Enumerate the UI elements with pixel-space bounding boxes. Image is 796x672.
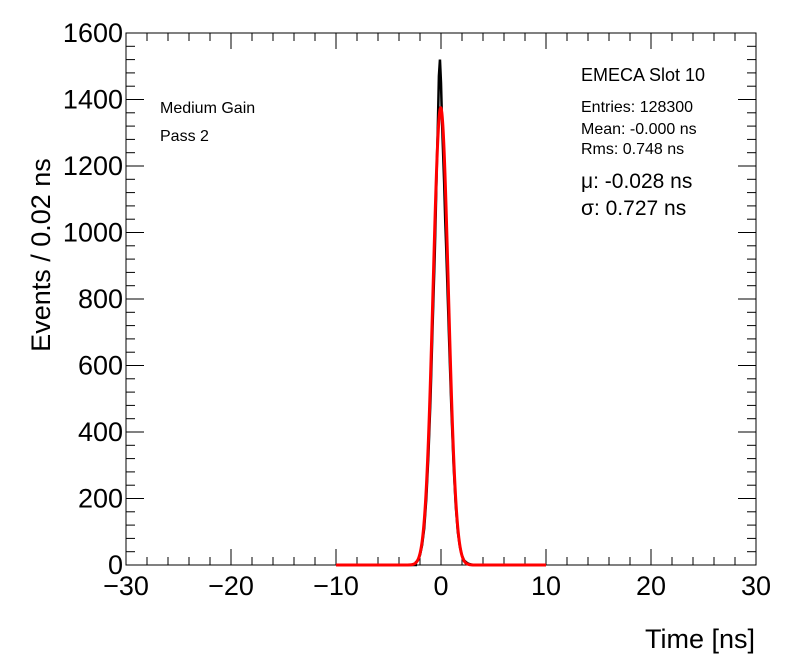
fit-sigma-stat: σ: 0.727 ns <box>581 197 686 220</box>
y-tick-label: 0 <box>108 550 123 580</box>
y-tick-label: 200 <box>78 484 123 514</box>
axis-ticks <box>125 32 757 566</box>
x-axis-label: Time [ns] <box>645 624 755 654</box>
slot-label: EMECA Slot 10 <box>581 65 705 85</box>
y-tick-label: 800 <box>78 284 123 314</box>
x-tick-labels: −30 −20 −10 0 10 20 30 <box>103 571 771 601</box>
x-tick-label: 20 <box>636 571 666 601</box>
gaussian-fit-curve <box>336 106 546 567</box>
entries-stat: Entries: 128300 <box>581 99 693 116</box>
y-axis-label: Events / 0.02 ns <box>26 158 56 352</box>
y-tick-label: 400 <box>78 417 123 447</box>
y-tick-label: 1200 <box>63 151 123 181</box>
fit-mu-stat: μ: -0.028 ns <box>581 170 692 193</box>
x-tick-label: −10 <box>313 571 359 601</box>
x-tick-label: 10 <box>531 571 561 601</box>
gain-label: Medium Gain <box>160 100 255 117</box>
y-tick-label: 1600 <box>63 18 123 48</box>
y-tick-labels: 0 200 400 600 800 1000 1200 1400 1600 <box>63 18 123 580</box>
x-tick-label: −30 <box>103 571 149 601</box>
x-tick-label: 30 <box>741 571 771 601</box>
histogram-series <box>336 59 546 567</box>
mean-stat: Mean: -0.000 ns <box>581 121 697 138</box>
y-tick-label: 1400 <box>63 85 123 115</box>
y-tick-label: 1000 <box>63 218 123 248</box>
pass-label: Pass 2 <box>160 128 209 145</box>
x-tick-label: 0 <box>433 571 448 601</box>
x-tick-label: −20 <box>208 571 254 601</box>
y-tick-label: 600 <box>78 351 123 381</box>
rms-stat: Rms: 0.748 ns <box>581 141 684 158</box>
